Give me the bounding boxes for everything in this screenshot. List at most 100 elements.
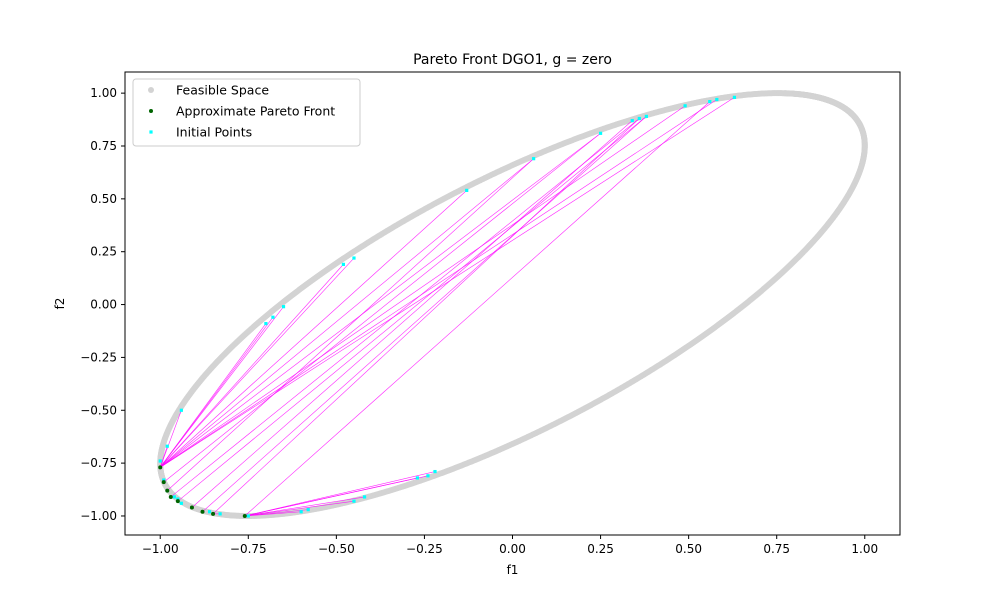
- initial-point: [352, 499, 356, 503]
- connection-line: [160, 97, 735, 468]
- legend-label: Feasible Space: [176, 83, 269, 98]
- initial-point: [732, 95, 737, 99]
- legend-label: Initial Points: [176, 125, 252, 140]
- pareto-point: [165, 488, 170, 493]
- initial-point: [172, 495, 176, 499]
- initial-point: [158, 459, 162, 463]
- connection-line: [163, 133, 601, 483]
- connection-line: [159, 446, 168, 468]
- connection-line: [160, 190, 467, 468]
- pareto-point: [161, 480, 166, 485]
- connection-line: [159, 410, 182, 468]
- x-tick-label: −1.00: [142, 542, 179, 556]
- initial-point: [246, 514, 250, 518]
- x-tick-label: 0.00: [499, 542, 526, 556]
- legend: Feasible Space Approximate Pareto Front In…: [132, 78, 361, 147]
- connection-line: [177, 116, 647, 502]
- connection-line: [212, 118, 640, 515]
- connection-lines: [159, 97, 735, 517]
- initial-point: [207, 510, 212, 514]
- initial-point: [426, 474, 430, 478]
- initial-point: [715, 97, 719, 102]
- initial-point: [708, 99, 712, 104]
- connection-line: [160, 133, 601, 468]
- legend-marker: [149, 109, 153, 113]
- connection-line: [160, 99, 717, 468]
- pareto-point: [158, 465, 163, 470]
- connection-line: [244, 500, 355, 517]
- initial-point: [532, 157, 536, 161]
- initial-point: [179, 408, 183, 412]
- x-tick-label: 0.50: [675, 542, 702, 556]
- x-tick-label: −0.50: [318, 542, 355, 556]
- initial-point: [630, 119, 634, 123]
- connection-line: [159, 317, 274, 468]
- initial-point: [415, 476, 419, 480]
- connection-line: [170, 118, 640, 498]
- x-tick-label: −0.25: [406, 542, 443, 556]
- connection-line: [244, 496, 365, 517]
- pareto-point: [200, 509, 205, 514]
- initial-point: [683, 104, 687, 108]
- x-tick-label: 1.00: [851, 542, 878, 556]
- connection-line: [244, 477, 418, 517]
- y-tick-label: −0.25: [80, 350, 117, 364]
- initial-point: [271, 315, 275, 319]
- connection-line: [160, 257, 355, 468]
- initial-point: [165, 444, 169, 448]
- legend-marker: [148, 87, 154, 93]
- initial-point: [465, 188, 469, 192]
- y-axis-label: f2: [53, 298, 67, 310]
- connection-line: [160, 158, 534, 468]
- connection-line: [244, 101, 710, 517]
- chart-title: Pareto Front DGO1, g = zero: [413, 52, 612, 68]
- legend-box: [132, 78, 361, 147]
- x-axis-label: f1: [507, 563, 519, 577]
- connection-line: [160, 105, 686, 468]
- plot-area: [157, 90, 868, 519]
- initial-points-series: [158, 95, 737, 518]
- initial-point: [598, 131, 603, 135]
- legend-label: Approximate Pareto Front: [176, 104, 335, 119]
- pareto-point: [168, 494, 173, 499]
- initial-point: [162, 478, 166, 482]
- y-tick-label: −0.75: [80, 456, 117, 470]
- initial-point: [362, 495, 367, 499]
- pareto-point: [175, 499, 180, 504]
- y-tick-label: 0.00: [90, 298, 117, 312]
- y-tick-label: 0.75: [90, 139, 117, 153]
- initial-point: [352, 256, 356, 260]
- connection-line: [160, 264, 344, 468]
- initial-point: [179, 501, 183, 505]
- x-tick-label: 0.25: [587, 542, 614, 556]
- feasible-point: [848, 111, 855, 118]
- pareto-front-series: [158, 465, 247, 518]
- x-tick-label: −0.75: [230, 542, 267, 556]
- pareto-point: [189, 505, 194, 510]
- initial-point: [176, 497, 180, 501]
- initial-point: [299, 510, 303, 514]
- initial-point: [644, 114, 648, 118]
- connection-line: [167, 158, 534, 491]
- axes: −1.00 −0.75 −0.50 −0.25 0.00 0.25 0.50 0.75 1.00…: [80, 86, 878, 556]
- y-tick-label: −0.50: [80, 403, 117, 417]
- y-tick-label: −1.00: [80, 509, 117, 523]
- initial-point: [341, 262, 346, 266]
- connection-line: [244, 471, 436, 517]
- initial-point: [264, 321, 268, 326]
- connection-line: [202, 116, 647, 512]
- legend-marker: [149, 130, 153, 134]
- connection-line: [244, 511, 302, 517]
- y-tick-label: 0.50: [90, 192, 117, 206]
- pareto-point: [242, 513, 247, 518]
- y-tick-label: 0.25: [90, 245, 117, 259]
- x-tick-label: 0.75: [763, 542, 790, 556]
- initial-point: [218, 512, 222, 516]
- y-tick-label: 1.00: [90, 86, 117, 100]
- initial-point: [433, 469, 437, 474]
- connection-line: [191, 120, 633, 508]
- pareto-point: [211, 511, 216, 516]
- connection-line: [159, 323, 267, 468]
- initial-point: [306, 508, 310, 512]
